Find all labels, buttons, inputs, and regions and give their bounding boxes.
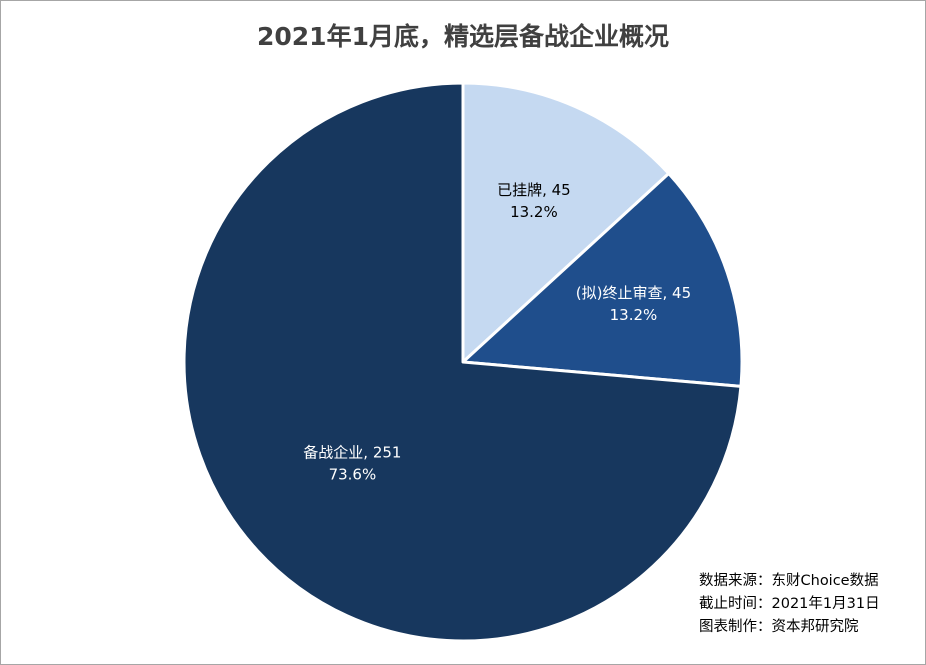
pie-slice-2 [461, 172, 744, 388]
chart-title: 2021年1月底，精选层备战企业概况 [257, 22, 669, 51]
slice-percent-2: 13.2% [610, 306, 658, 324]
slice-percent-3: 73.6% [329, 465, 377, 483]
slice-label-1: 已挂牌, 45 [497, 181, 571, 199]
pie-slice-3 [182, 81, 743, 643]
slice-percent-1: 13.2% [510, 203, 558, 221]
author-note: 图表制作：资本邦研究院 [699, 619, 859, 635]
pie-slice-1 [461, 81, 671, 364]
slice-label-2: (拟)终止审查, 45 [576, 284, 691, 302]
cutoff-date-note: 截止时间：2021年1月31日 [699, 596, 880, 612]
source-note: 数据来源：东财Choice数据 [699, 573, 879, 589]
slice-label-3: 备战企业, 251 [303, 443, 401, 461]
